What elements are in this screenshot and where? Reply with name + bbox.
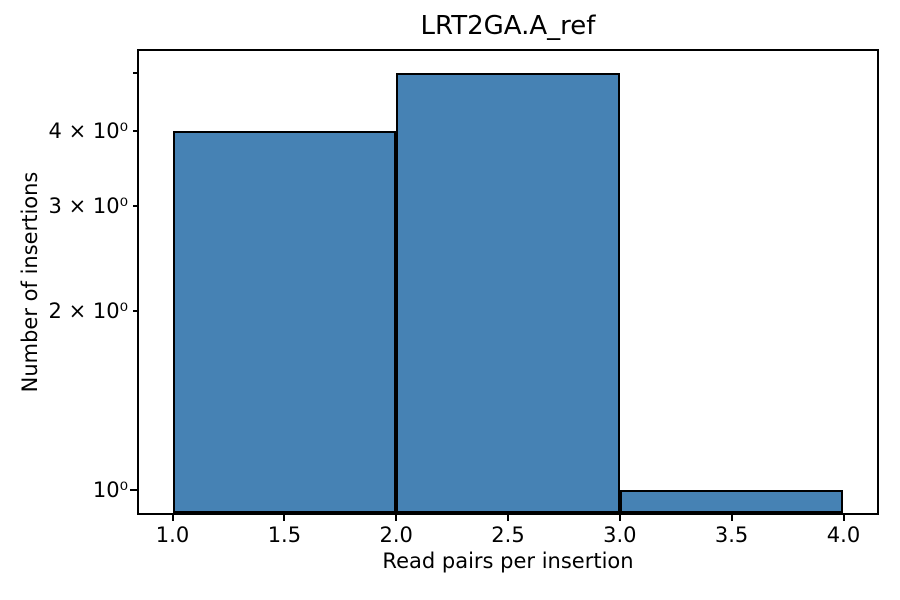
x-tick bbox=[171, 515, 174, 521]
y-tick bbox=[130, 489, 137, 491]
y-tick bbox=[133, 204, 137, 207]
x-tick-label: 2.0 bbox=[379, 523, 413, 547]
x-tick bbox=[507, 515, 509, 521]
x-tick bbox=[842, 515, 845, 521]
y-tick-label: 3 × 10⁰ bbox=[48, 193, 128, 218]
y-tick bbox=[133, 309, 137, 312]
y-tick-label: 4 × 10⁰ bbox=[48, 119, 128, 144]
x-tick-label: 3.5 bbox=[714, 523, 749, 547]
chart-title: LRT2GA.A_ref bbox=[420, 11, 596, 41]
x-tick bbox=[618, 515, 621, 521]
plot-area bbox=[137, 49, 879, 515]
histogram-bar bbox=[172, 131, 397, 513]
y-tick-label: 2 × 10⁰ bbox=[48, 298, 128, 323]
x-tick bbox=[283, 515, 286, 521]
x-tick-label: 1.5 bbox=[267, 523, 302, 547]
x-tick-label: 4.0 bbox=[826, 523, 861, 547]
histogram-bar bbox=[396, 73, 620, 513]
y-tick-label: 10⁰ bbox=[92, 478, 128, 502]
x-tick-label: 1.0 bbox=[155, 523, 190, 547]
x-tick-label: 2.5 bbox=[491, 523, 525, 547]
x-tick-label: 3.0 bbox=[603, 523, 637, 547]
x-axis-label: Read pairs per insertion bbox=[382, 549, 634, 573]
x-tick bbox=[730, 515, 733, 521]
x-tick bbox=[395, 515, 398, 521]
y-tick bbox=[133, 130, 137, 133]
histogram-bar bbox=[619, 490, 844, 513]
y-minor-tick bbox=[133, 72, 137, 75]
